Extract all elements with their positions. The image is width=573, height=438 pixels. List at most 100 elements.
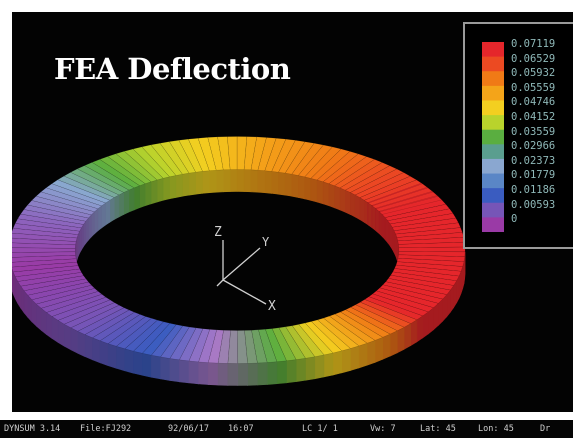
legend-swatch xyxy=(482,202,504,218)
ring-side-face xyxy=(227,363,239,386)
ring-side-face xyxy=(202,170,210,194)
ring-mesh-element xyxy=(391,217,459,231)
ring-side-face xyxy=(118,192,124,218)
legend-label: 0.03559 xyxy=(511,125,556,138)
ring-side-face xyxy=(208,362,219,386)
ring-mesh-element xyxy=(375,287,439,308)
status-time: 16:07 xyxy=(228,424,254,434)
ring-side-face xyxy=(107,343,117,369)
ring-mesh-element xyxy=(297,144,333,178)
legend-label: 0.05932 xyxy=(511,67,556,80)
ring-side-face xyxy=(350,192,356,218)
ring-mesh-element xyxy=(333,159,383,189)
ring-side-face xyxy=(332,350,343,376)
ring-side-face xyxy=(97,205,102,232)
color-legend: 0.07119 0.06529 0.05932 0.05559 0.04746 0.041… xyxy=(463,22,573,249)
ring-mesh-element xyxy=(12,237,77,246)
ring-side-face xyxy=(382,333,391,360)
ring-mesh-element xyxy=(354,172,411,198)
ring-side-face xyxy=(209,169,217,194)
ring-side-face xyxy=(124,348,134,374)
ring-mesh-element xyxy=(396,257,465,267)
legend-swatch xyxy=(482,71,504,87)
ring-side-face xyxy=(314,354,325,380)
ring-side-face xyxy=(291,173,299,198)
ring-side-face xyxy=(323,352,334,378)
ring-side-face xyxy=(229,169,238,192)
legend-swatch xyxy=(482,217,504,232)
ring-side-face xyxy=(142,352,152,378)
ring-side-face xyxy=(416,315,424,343)
ring-side-face xyxy=(350,345,360,371)
ring-side-face xyxy=(339,187,346,213)
ring-mesh-element xyxy=(316,151,359,183)
ring-side-face xyxy=(40,307,47,336)
ring-side-face xyxy=(322,181,330,207)
x-axis-line xyxy=(222,279,267,305)
ring-mesh-element xyxy=(389,213,457,228)
ring-side-face xyxy=(316,179,324,205)
ring-side-face xyxy=(195,170,203,195)
ring-mesh-element xyxy=(12,247,76,253)
ring-side-face xyxy=(169,175,177,200)
ring-side-face xyxy=(389,330,398,357)
legend-swatch xyxy=(482,158,504,175)
ring-side-face xyxy=(328,183,335,209)
ring-side-face xyxy=(427,307,434,335)
ring-side-face xyxy=(250,169,259,193)
ring-mesh-element xyxy=(395,227,463,238)
legend-label: 0.04746 xyxy=(511,96,556,109)
legend-swatch xyxy=(482,144,504,160)
ring-side-face xyxy=(403,323,412,350)
ring-side-face xyxy=(243,169,252,193)
ring-side-face xyxy=(84,334,93,361)
ring-mesh-element xyxy=(12,228,79,239)
ring-side-face xyxy=(77,330,86,358)
ring-side-face xyxy=(247,362,258,386)
ring-side-face xyxy=(81,223,84,251)
ring-side-face xyxy=(156,177,164,203)
ring-side-face xyxy=(217,362,229,386)
ring-side-face xyxy=(139,183,146,209)
ring-side-face xyxy=(63,323,72,351)
ring-side-face xyxy=(278,171,286,196)
ring-mesh-element xyxy=(291,324,325,357)
legend-label: 0.00593 xyxy=(511,198,556,211)
ring-side-face xyxy=(257,169,266,194)
ring-side-face xyxy=(358,342,368,369)
legend-swatch xyxy=(482,188,504,204)
ring-side-face xyxy=(215,169,224,193)
ring-side-face xyxy=(237,363,248,386)
graphics-viewport[interactable]: Z Y X FEA Deflection 0.07119 0.06529 0.059… xyxy=(12,12,573,412)
deflection-ring-model: Z Y X xyxy=(12,136,466,386)
ring-side-face xyxy=(179,359,190,384)
ring-mesh-element xyxy=(12,251,76,258)
ring-side-face xyxy=(51,315,59,343)
ring-side-face xyxy=(109,196,115,223)
ring-side-face xyxy=(105,199,111,226)
legend-color-bar xyxy=(482,42,504,232)
coordinate-triad xyxy=(216,240,267,305)
ring-side-face xyxy=(374,336,384,363)
status-bar: DYNSUM 3.14 File:FJ292 92/06/17 16:07 LC… xyxy=(0,420,573,438)
ring-side-face xyxy=(264,170,273,194)
legend-swatch xyxy=(482,129,504,145)
ring-side-face xyxy=(276,360,287,385)
ring-mesh-element xyxy=(339,162,391,191)
ring-side-face xyxy=(57,319,65,347)
ring-side-face xyxy=(99,340,109,367)
ring-side-face xyxy=(389,222,393,251)
ring-side-face xyxy=(305,356,316,381)
ring-mesh-element xyxy=(364,296,424,321)
ring-mesh-element xyxy=(328,156,376,187)
ring-side-face xyxy=(381,213,386,241)
ring-side-face xyxy=(169,358,180,383)
ring-side-face xyxy=(150,179,158,205)
ring-side-face xyxy=(341,348,351,374)
ring-side-face xyxy=(284,172,293,197)
ring-side-face xyxy=(295,357,306,382)
legend-swatch xyxy=(482,115,504,131)
legend-label: 0.04152 xyxy=(511,111,556,123)
ring-mesh-element xyxy=(227,330,239,364)
ring-side-face xyxy=(188,171,196,196)
